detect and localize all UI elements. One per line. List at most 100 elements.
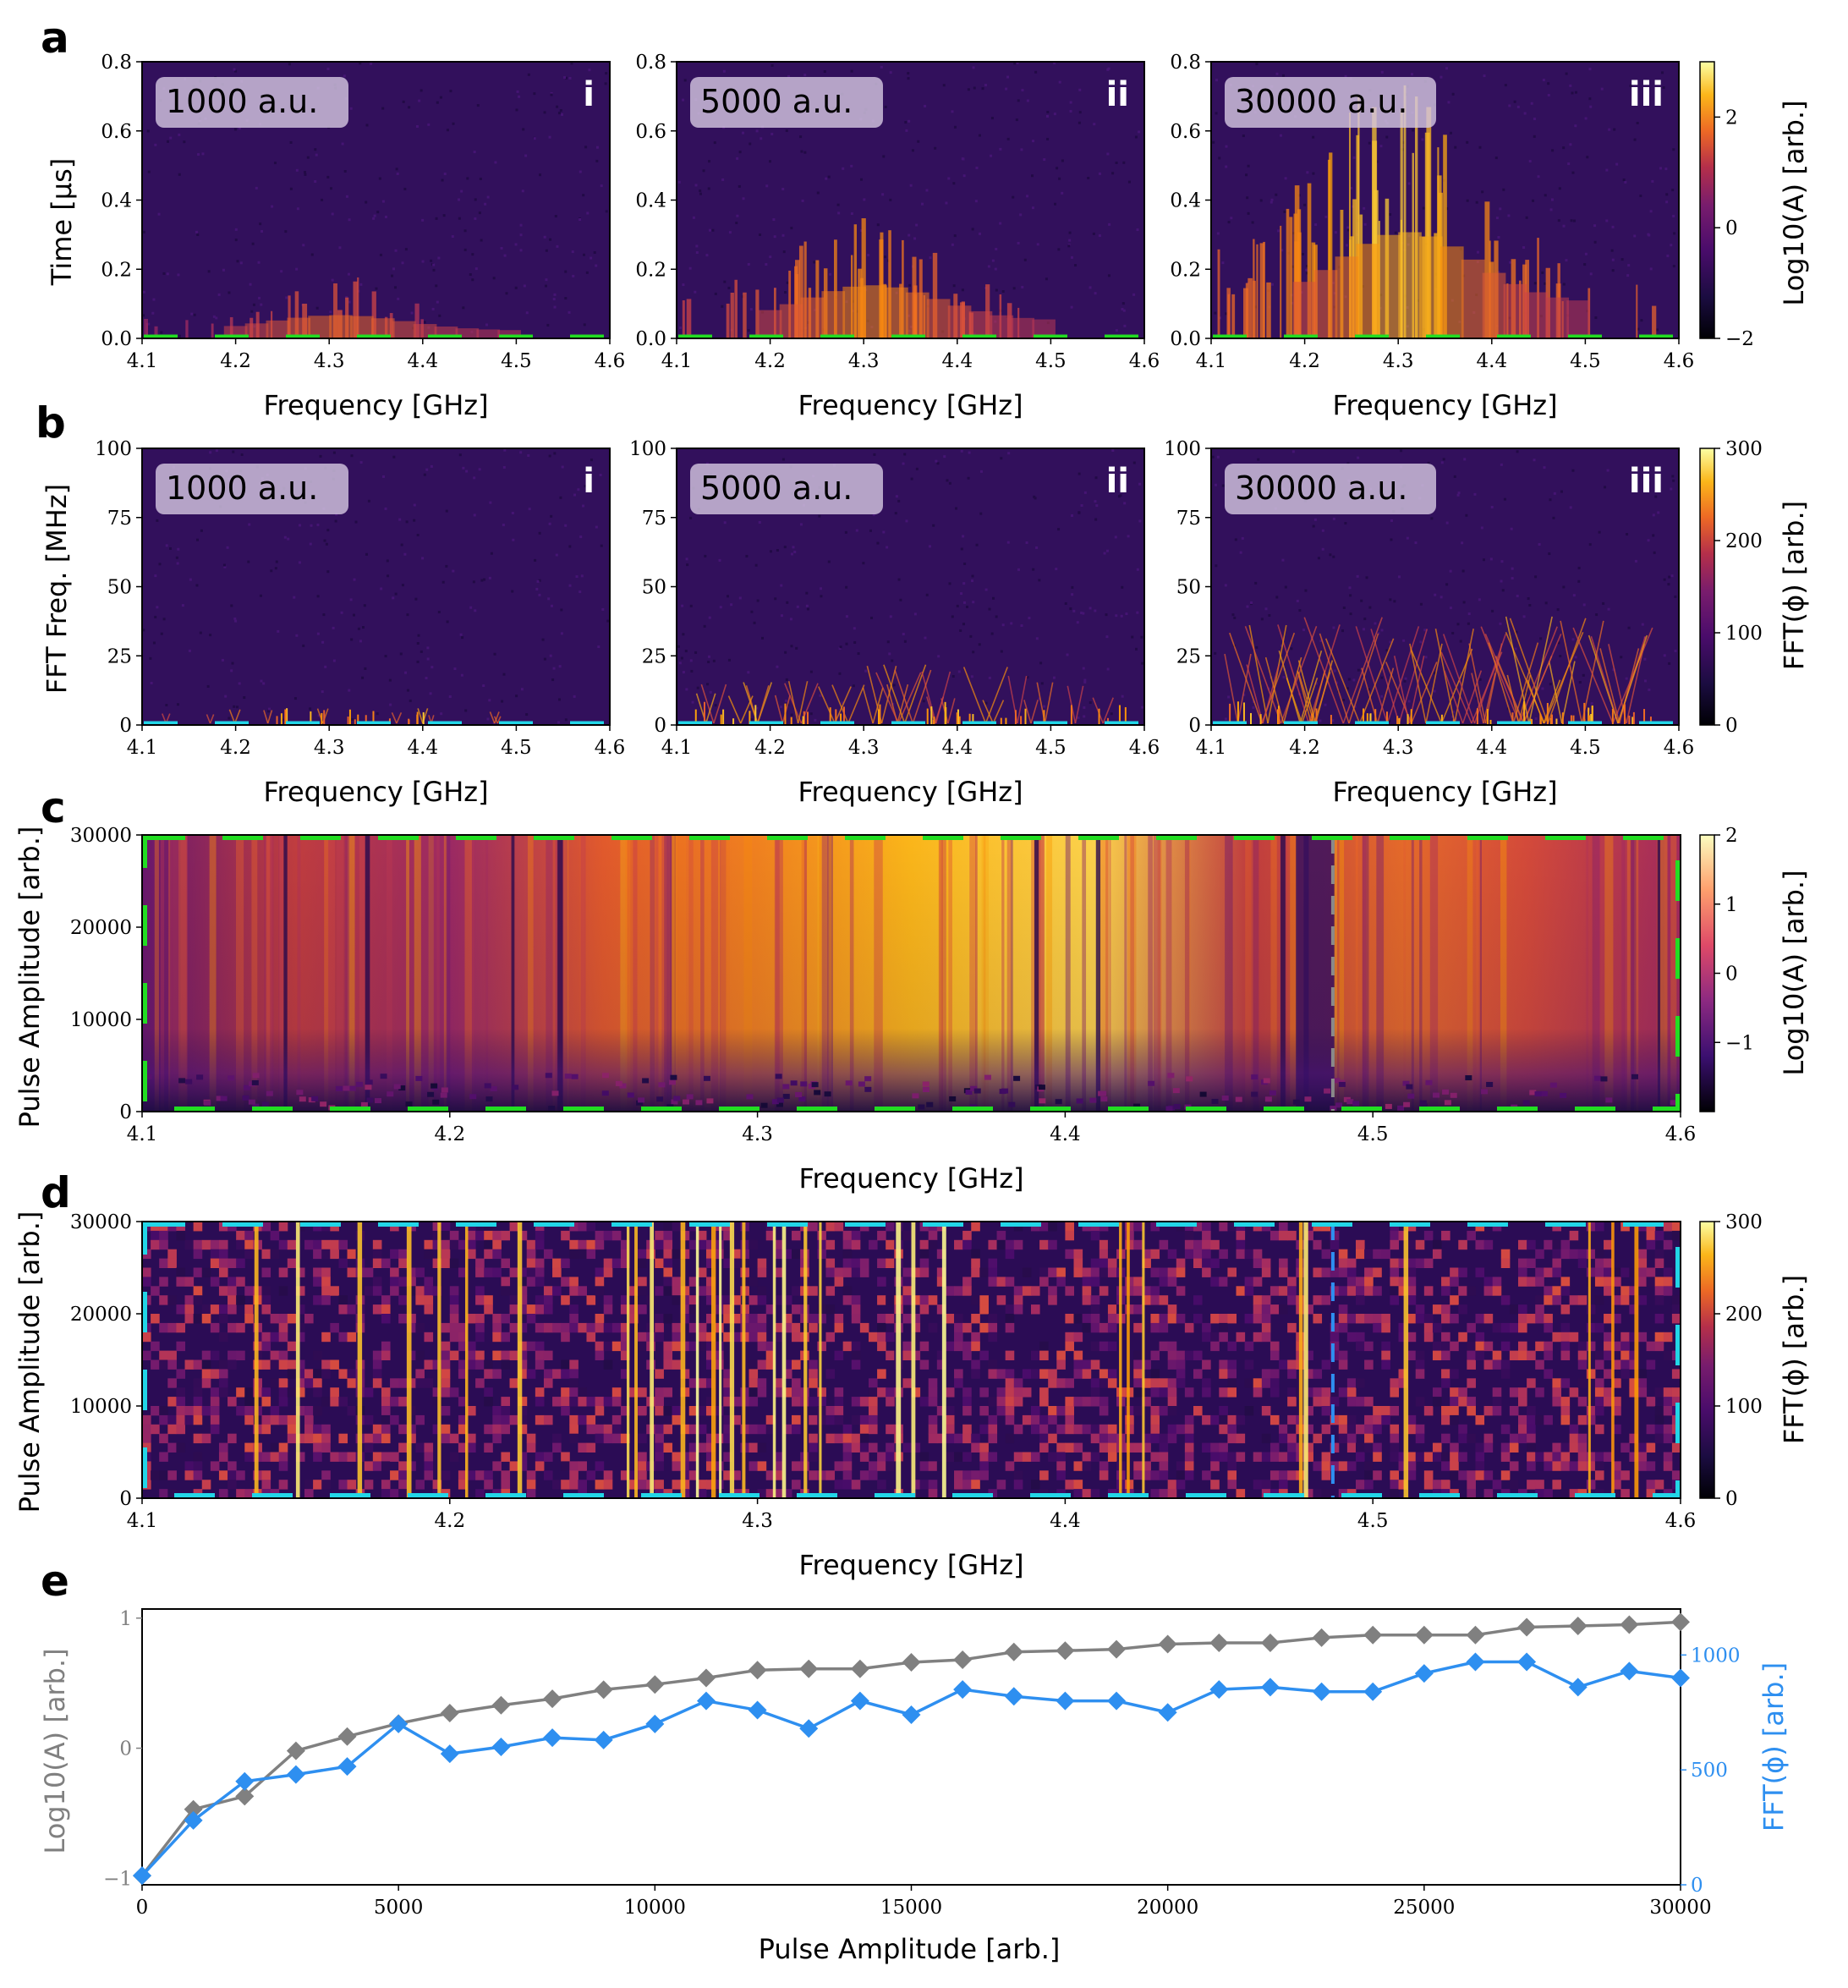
b-iii-spot [1363, 708, 1365, 725]
panel-d-cell [1090, 1424, 1100, 1435]
panel-d-cell [1612, 1397, 1621, 1407]
panel-d-cell [1604, 1277, 1613, 1287]
a-i-streak [414, 303, 420, 338]
panel-d-cell [492, 1314, 502, 1324]
b-iii-vline [1264, 656, 1285, 724]
panel-d-cell [723, 1470, 732, 1480]
panel-d-cell [278, 1350, 288, 1360]
a-i-noise-pixel [435, 284, 438, 288]
a-ii-noise-pixel [1031, 206, 1034, 210]
b-iii-vline [1560, 620, 1583, 724]
panel-d-cell [176, 1406, 186, 1416]
b-i-noise-pixel [325, 542, 328, 546]
a-ii-noise-pixel [925, 189, 929, 192]
a-ii-noise-pixel [699, 192, 702, 195]
panel-d-cell [1492, 1286, 1502, 1296]
a-i-ytick-label: 0.0 [101, 328, 132, 350]
a-ii-noise-pixel [999, 147, 1002, 151]
panel-d-cell [697, 1239, 707, 1250]
panel-d-cell [1142, 1322, 1151, 1333]
panel-d-cell [851, 1480, 861, 1490]
b-i-noise-pixel [332, 451, 336, 454]
b-i-noise-pixel [502, 673, 506, 676]
panel-d-cell [535, 1304, 545, 1315]
panel-d-cell [1509, 1387, 1519, 1398]
b-ii-noise-pixel [962, 582, 966, 585]
panel-d-cell [1210, 1452, 1220, 1462]
panel-d-cell [1030, 1350, 1040, 1360]
b-ii-noise-pixel [707, 655, 710, 658]
a-i-noise-pixel [462, 306, 465, 310]
panel-d-cell [723, 1295, 732, 1305]
panel-d-cell [1039, 1341, 1049, 1352]
b-ii-ytick-label: 75 [642, 508, 666, 530]
a-iii-noise-pixel [1346, 228, 1350, 232]
b-ii-spot [784, 703, 787, 725]
panel-d-cell [295, 1332, 305, 1343]
panel-d-cell [381, 1350, 391, 1360]
b-ii-vline [947, 698, 956, 724]
a-i-noise-pixel [373, 214, 376, 217]
panel-d-cell [543, 1304, 553, 1315]
b-ii-spot [1043, 710, 1045, 725]
panel-d-cell [1612, 1314, 1621, 1324]
a-i-noise-pixel [545, 278, 548, 282]
a-i-noise-pixel [348, 218, 351, 222]
b-ii-noise-pixel [902, 633, 905, 636]
a-i-noise-pixel [271, 205, 274, 208]
panel-d-cell [1458, 1387, 1467, 1398]
panel-d-cell [1065, 1341, 1075, 1352]
a-ii-noise-pixel [1019, 213, 1023, 217]
panel-d-cell [749, 1424, 759, 1435]
b-iii-noise-pixel [1349, 612, 1352, 616]
a-i-noise-pixel [432, 268, 436, 272]
panel-d-cell [1210, 1461, 1220, 1471]
a-ii-glow [842, 286, 866, 338]
panel-d-cell [638, 1332, 647, 1343]
panel-d-cell [774, 1332, 784, 1343]
panel-d-cell [954, 1322, 963, 1333]
cbar-b-ticks-label: 0 [1725, 715, 1738, 737]
a-i-noise-pixel [579, 218, 582, 222]
panel-d-cell [842, 1341, 853, 1352]
panel-d-cell [1202, 1267, 1211, 1277]
panel-d-cell [1663, 1350, 1673, 1360]
b-ii-vline [847, 684, 865, 724]
panel-d-cell [432, 1239, 442, 1250]
panel-d-cell [535, 1239, 545, 1250]
b-iii-vline [1299, 650, 1323, 724]
b-i-roman-numeral: i [583, 462, 595, 501]
panel-letter-b: b [36, 398, 66, 448]
panel-d-cell [432, 1397, 442, 1407]
panel-d-cell [663, 1258, 673, 1268]
panel-d-cell [1458, 1424, 1467, 1435]
a-ii-xtick-label: 4.2 [754, 350, 786, 372]
panel-d-cell [936, 1249, 946, 1260]
b-ii-noise-pixel [1089, 607, 1092, 610]
b-i-noise-pixel [233, 617, 237, 620]
panel-d-cell [321, 1397, 331, 1407]
b-ii-spot [1070, 705, 1072, 725]
panel-d-cell [1287, 1230, 1297, 1241]
panel-d-cell [1569, 1249, 1579, 1260]
panel-d-cell [1552, 1332, 1562, 1343]
panel-c-noise-pixel [366, 1097, 374, 1103]
b-i-noise-pixel [465, 470, 469, 473]
panel-d-cell [586, 1222, 596, 1232]
b-iii-vline [1588, 634, 1619, 724]
panel-d-cell [1415, 1369, 1425, 1379]
b-ii-noise-pixel [943, 455, 946, 459]
panel-d-cell [1381, 1341, 1390, 1352]
panel-d-cell [1594, 1295, 1604, 1305]
a-i-noise-pixel [331, 278, 334, 282]
panel-d-cell [1202, 1378, 1211, 1388]
panel-d-cell [1594, 1387, 1604, 1398]
b-iii-noise-pixel [1500, 560, 1504, 563]
a-iii-noise-pixel [1533, 135, 1536, 138]
panel-d-cell [723, 1424, 732, 1435]
panel-d-cell [201, 1378, 211, 1388]
a-iii-noise-pixel [1569, 84, 1572, 87]
a-ii-noise-pixel [979, 232, 982, 235]
panel-d-cell [1287, 1424, 1297, 1435]
panel-d-cell [304, 1414, 314, 1425]
